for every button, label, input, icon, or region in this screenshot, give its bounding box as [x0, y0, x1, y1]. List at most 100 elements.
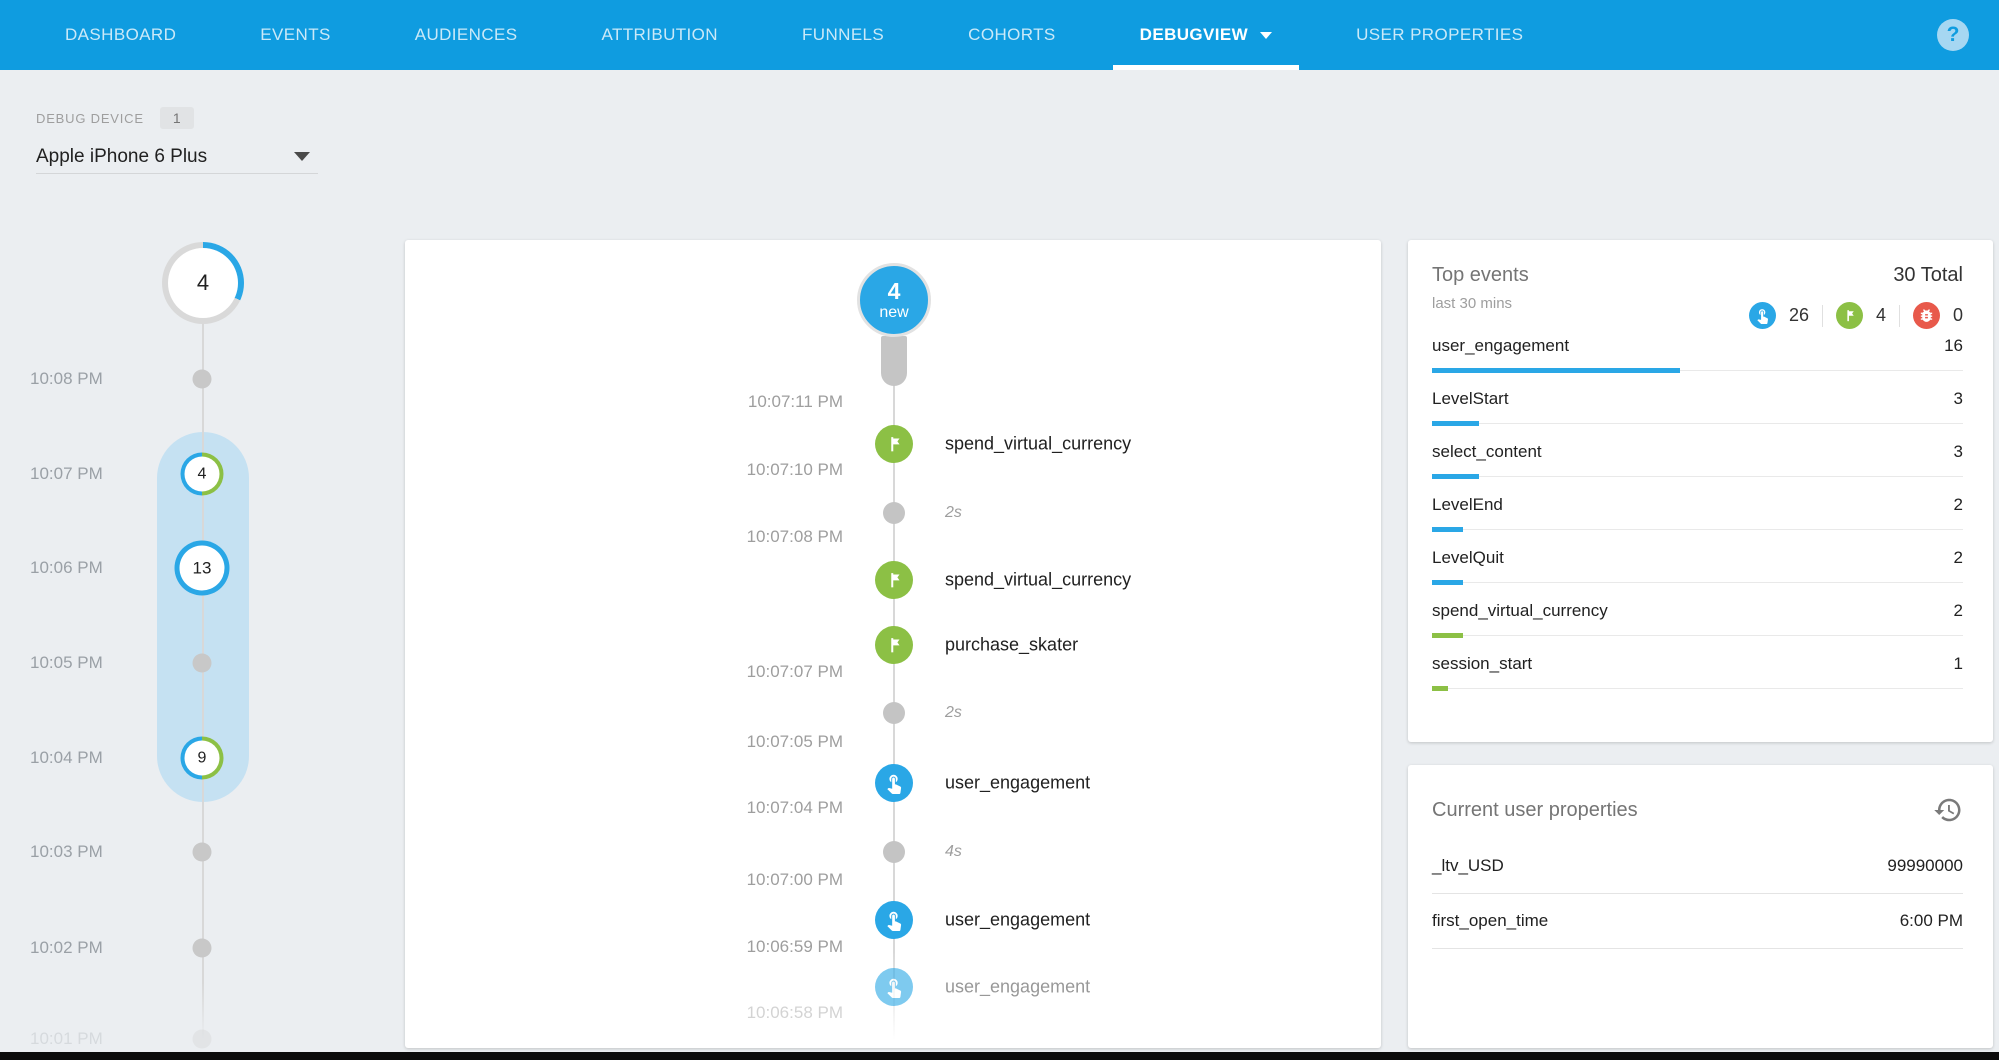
event-timestamp: 10:06:58 PM [746, 1003, 843, 1022]
event-timestamp: 10:07:08 PM [746, 527, 843, 546]
event-name: spend_virtual_currency [945, 569, 1132, 590]
top-event-name: select_content [1432, 442, 1542, 461]
top-event-name: LevelEnd [1432, 495, 1503, 514]
device-count-badge: 1 [159, 107, 194, 129]
event-count-bar [1432, 527, 1463, 532]
user-properties-card: Current user properties _ltv_USD 9999000… [1408, 765, 1993, 1048]
timeline-summary-node[interactable]: 4 [162, 242, 244, 324]
tick-time-label: 10:08 PM [30, 369, 103, 388]
debug-device-label: DEBUG DEVICE [36, 110, 144, 126]
tick-count: 9 [184, 740, 220, 776]
tick-time-label: 10:05 PM [30, 653, 103, 672]
event-count-bar [1432, 633, 1463, 638]
tab-debugview[interactable]: DEBUGVIEW [1112, 0, 1300, 70]
tick-time-label: 10:04 PM [30, 748, 103, 767]
event-timestamp: 10:07:04 PM [746, 798, 843, 817]
top-event-name: spend_virtual_currency [1432, 601, 1608, 620]
top-events-subtitle: last 30 mins [1432, 295, 1513, 312]
top-events-title: Top events [1432, 264, 1529, 286]
new-events-badge[interactable]: 4 new [857, 263, 931, 337]
tick-count-node[interactable]: 4 [180, 452, 224, 496]
event-timestamp: 10:07:11 PM [747, 392, 843, 411]
tick-dot [192, 842, 212, 862]
top-event-row[interactable]: LevelStart 3 [1432, 377, 1963, 430]
history-icon[interactable] [1933, 795, 1963, 825]
event-count-bar [1432, 421, 1479, 426]
event-name: purchase_skater [945, 634, 1079, 655]
tab-audiences[interactable]: AUDIENCES [414, 25, 518, 44]
bug-event-count: 0 [1952, 305, 1963, 325]
event-timestamp: 10:07:00 PM [746, 870, 843, 889]
tick-time-label: 10:07 PM [30, 464, 103, 483]
flag-icon [875, 561, 913, 599]
top-event-count: 3 [1953, 442, 1963, 461]
event-timestamp: 10:07:10 PM [746, 460, 843, 479]
top-event-name: LevelStart [1432, 389, 1509, 408]
tick-count: 13 [179, 545, 225, 591]
top-event-count: 3 [1953, 389, 1963, 408]
new-events-pointer [881, 336, 907, 386]
tick-count: 4 [184, 456, 220, 492]
top-events-total: 30 Total [1893, 264, 1963, 286]
device-select[interactable]: Apple iPhone 6 Plus [36, 140, 318, 174]
event-name: user_engagement [945, 909, 1091, 930]
user-property-value: 6:00 PM [1899, 911, 1963, 930]
user-properties-list: _ltv_USD 99990000 first_open_time 6:00 P… [1408, 825, 1993, 949]
flag-icon [875, 425, 913, 463]
top-event-name: user_engagement [1432, 336, 1570, 355]
tab-user-properties[interactable]: USER PROPERTIES [1356, 25, 1524, 44]
tick-count-node[interactable]: 13 [174, 540, 230, 596]
top-event-row[interactable]: LevelEnd 2 [1432, 483, 1963, 536]
touch-icon [875, 764, 913, 802]
flag-event-count: 4 [1875, 305, 1886, 325]
new-events-label: new [879, 303, 909, 321]
user-property-row: first_open_time 6:00 PM [1432, 894, 1963, 949]
user-property-row: _ltv_USD 99990000 [1432, 839, 1963, 894]
top-event-row[interactable]: spend_virtual_currency 2 [1432, 589, 1963, 642]
top-event-name: session_start [1432, 654, 1533, 673]
tick-time-label: 10:03 PM [30, 842, 103, 861]
event-timestamp: 10:07:05 PM [746, 732, 843, 751]
chevron-down-icon [294, 152, 310, 161]
user-properties-title: Current user properties [1432, 798, 1638, 821]
counter-divider [1898, 304, 1900, 327]
flag-icon [1835, 302, 1863, 329]
gap-duration: 2s [945, 704, 962, 721]
tick-time-label: 10:02 PM [30, 938, 103, 957]
gap-duration: 4s [945, 843, 962, 860]
event-type-counters: 26 4 0 [1748, 302, 1963, 329]
tick-count-node[interactable]: 9 [180, 736, 224, 780]
bug-icon [1912, 302, 1940, 329]
top-event-row[interactable]: session_start 1 [1432, 642, 1963, 695]
tab-cohorts[interactable]: COHORTS [968, 25, 1056, 44]
tab-dashboard[interactable]: DASHBOARD [65, 25, 177, 44]
event-stream-card: 4 new 10:07:11 PM 10:07:10 PM 10:07:08 P… [405, 240, 1381, 1048]
event-timestamp: 10:07:07 PM [746, 662, 843, 681]
touch-icon [875, 968, 913, 1006]
tab-events[interactable]: EVENTS [260, 25, 331, 44]
tick-time-label: 10:01 PM [30, 1029, 103, 1048]
top-event-row[interactable]: select_content 3 [1432, 430, 1963, 483]
tab-attribution[interactable]: ATTRIBUTION [601, 25, 718, 44]
touch-icon [875, 901, 913, 939]
tab-funnels[interactable]: FUNNELS [802, 25, 885, 44]
tick-time-label: 10:06 PM [30, 558, 103, 577]
user-property-value: 99990000 [1887, 856, 1963, 875]
top-event-count: 2 [1953, 601, 1963, 620]
top-event-row[interactable]: LevelQuit 2 [1432, 536, 1963, 589]
tab-debugview-label: DEBUGVIEW [1139, 25, 1249, 44]
gap-dot [883, 841, 905, 863]
event-count-bar [1432, 686, 1448, 691]
top-event-count: 2 [1953, 548, 1963, 567]
top-event-row[interactable]: user_engagement 16 [1432, 324, 1963, 377]
debug-device-header: DEBUG DEVICE 1 [36, 107, 194, 129]
top-event-count: 16 [1944, 336, 1963, 355]
top-event-count: 1 [1953, 654, 1963, 673]
gap-dot [883, 702, 905, 724]
top-navigation: DASHBOARD EVENTS AUDIENCES ATTRIBUTION F… [0, 0, 1999, 70]
help-icon[interactable]: ? [1937, 19, 1969, 51]
timeline-summary-count: 4 [168, 248, 238, 318]
counter-divider [1821, 304, 1823, 327]
top-event-name: LevelQuit [1432, 548, 1504, 567]
tick-dot [192, 1029, 212, 1049]
